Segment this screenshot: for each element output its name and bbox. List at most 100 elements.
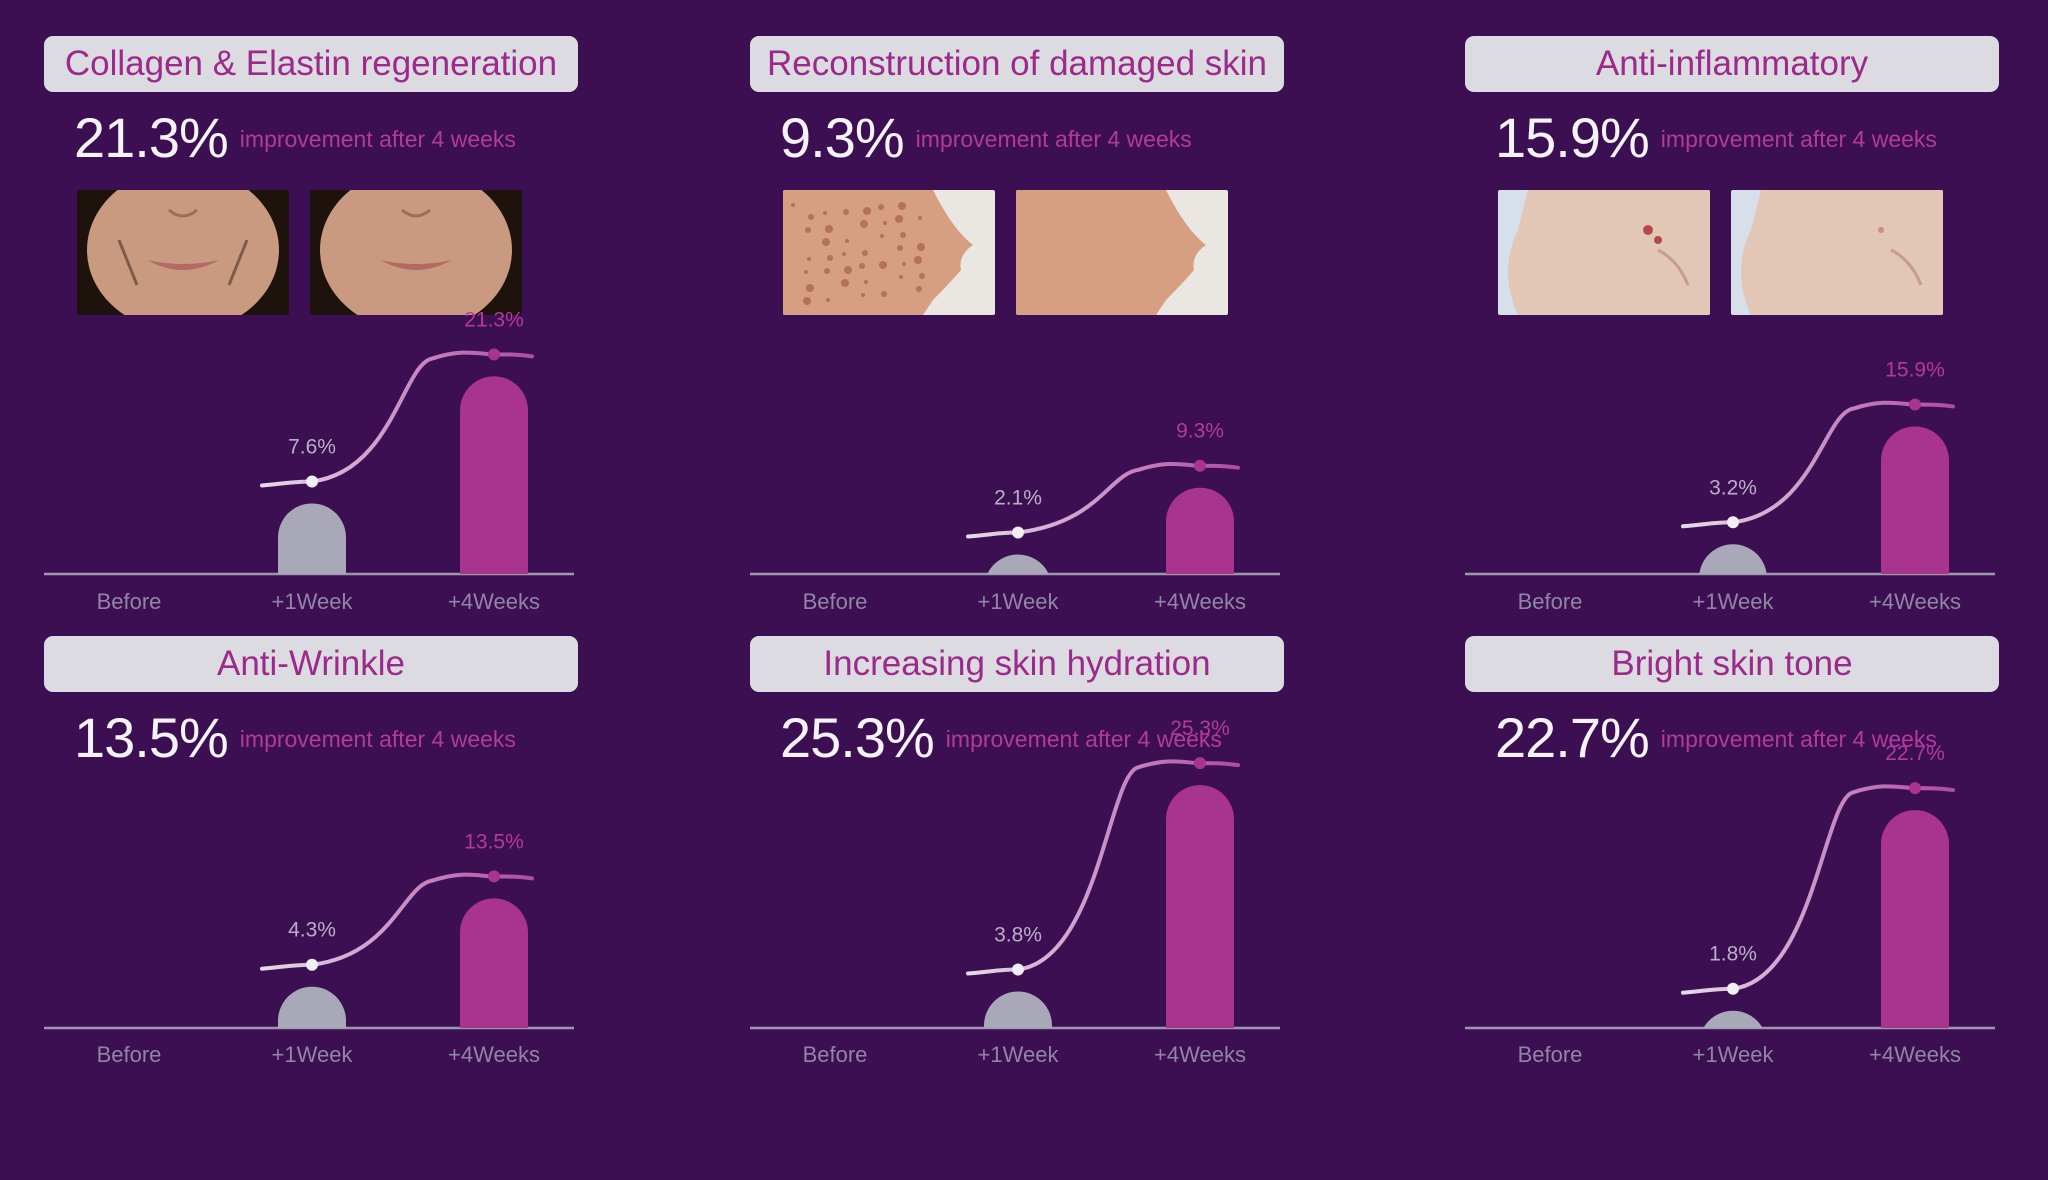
data-label: 25.3%: [1170, 717, 1230, 740]
trend-point: [1012, 963, 1024, 976]
panel-title: Collagen & Elastin regeneration: [44, 36, 578, 92]
trend-curve: [966, 461, 1240, 539]
stat-value: 22.7%: [1495, 706, 1650, 769]
panel-reconstruction: Reconstruction of damaged skin 9.3% impro…: [740, 0, 1360, 614]
bar-4weeks: [1166, 785, 1234, 1028]
trend-curve: [1681, 400, 1955, 529]
photo-pair: [1498, 190, 1968, 315]
before-photo: [77, 190, 289, 315]
bar-chart: Before +1Week +4Weeks 1.8% 22.7%: [1465, 742, 1995, 1067]
panel-collagen: Collagen & Elastin regeneration 21.3% imp…: [34, 0, 654, 614]
x-tick-label: +4Weeks: [1154, 589, 1246, 614]
bar-1week: [1703, 1010, 1763, 1028]
x-tick-label: +4Weeks: [448, 1042, 540, 1067]
panel-anti-inflammatory: Anti-inflammatory 15.9% improvement after…: [1455, 0, 2048, 614]
x-tick-label: +1Week: [272, 1042, 354, 1067]
bar-1week: [1699, 544, 1767, 574]
stat-value: 13.5%: [74, 706, 229, 769]
data-label: 2.1%: [994, 487, 1042, 510]
stat-caption: improvement after 4 weeks: [915, 126, 1192, 152]
stat-caption: improvement after 4 weeks: [945, 726, 1222, 752]
x-tick-label: Before: [803, 1042, 868, 1067]
trend-point: [306, 958, 318, 971]
data-label: 13.5%: [464, 830, 524, 853]
x-tick-label: Before: [1518, 1042, 1583, 1067]
x-tick-label: +4Weeks: [448, 589, 540, 614]
stat-row: 21.3% improvement after 4 weeks: [74, 105, 516, 170]
data-label: 7.6%: [288, 435, 336, 458]
x-tick-label: +4Weeks: [1869, 1042, 1961, 1067]
stat-caption: improvement after 4 weeks: [239, 726, 516, 752]
bar-4weeks: [1881, 810, 1949, 1028]
panel-title: Increasing skin hydration: [750, 636, 1284, 692]
stat-row: 9.3% improvement after 4 weeks: [780, 105, 1192, 170]
bar-chart: Before +1Week +4Weeks 4.3% 13.5%: [44, 830, 574, 1067]
data-label: 21.3%: [464, 308, 524, 331]
bar-4weeks: [460, 898, 528, 1028]
after-photo: [1731, 190, 1943, 315]
x-tick-label: +1Week: [1693, 589, 1775, 614]
stat-caption: improvement after 4 weeks: [1660, 126, 1937, 152]
x-tick-label: Before: [97, 1042, 162, 1067]
trend-point: [488, 348, 500, 361]
stat-value: 15.9%: [1495, 106, 1650, 169]
trend-curve: [260, 872, 534, 971]
trend-point: [1012, 526, 1024, 539]
x-tick-label: Before: [1518, 589, 1583, 614]
photo-pair: [783, 190, 1253, 315]
trend-point: [1194, 757, 1206, 770]
bar-1week: [984, 991, 1052, 1028]
data-label: 4.3%: [288, 919, 336, 942]
trend-point: [1194, 459, 1206, 472]
before-photo: [783, 190, 995, 315]
stat-caption: improvement after 4 weeks: [239, 126, 516, 152]
panel-title: Anti-inflammatory: [1465, 36, 1999, 92]
x-tick-label: +1Week: [1693, 1042, 1775, 1067]
panel-anti-wrinkle: Anti-Wrinkle 13.5% improvement after 4 we…: [34, 600, 654, 1180]
bar-4weeks: [1881, 426, 1949, 574]
stat-caption: improvement after 4 weeks: [1660, 726, 1937, 752]
x-tick-label: Before: [803, 589, 868, 614]
panel-title: Bright skin tone: [1465, 636, 1999, 692]
stat-row: 22.7% improvement after 4 weeks: [1495, 705, 1937, 770]
x-tick-label: Before: [97, 589, 162, 614]
after-photo: [1016, 190, 1228, 315]
trend-point: [1909, 398, 1921, 411]
panel-bright-tone: Bright skin tone 22.7% improvement after …: [1455, 600, 2048, 1180]
x-tick-label: +1Week: [272, 589, 354, 614]
data-label: 1.8%: [1709, 943, 1757, 966]
trend-point: [1909, 782, 1921, 795]
data-label: 3.2%: [1709, 476, 1757, 499]
x-tick-label: +1Week: [978, 589, 1060, 614]
stat-value: 21.3%: [74, 106, 229, 169]
bar-1week: [278, 503, 346, 574]
trend-point: [306, 475, 318, 488]
x-tick-label: +4Weeks: [1154, 1042, 1246, 1067]
photo-pair: [77, 190, 547, 315]
panel-hydration: Increasing skin hydration 25.3% improveme…: [740, 600, 1360, 1180]
panel-title: Anti-Wrinkle: [44, 636, 578, 692]
bar-1week: [987, 554, 1049, 574]
bar-1week: [278, 986, 346, 1028]
bar-chart: Before +1Week +4Weeks 3.2% 15.9%: [1465, 358, 1995, 614]
bar-4weeks: [1166, 487, 1234, 574]
trend-point: [488, 870, 500, 883]
data-label: 15.9%: [1885, 358, 1945, 381]
stat-value: 25.3%: [780, 706, 935, 769]
trend-point: [1727, 516, 1739, 529]
bar-chart: Before +1Week +4Weeks 3.8% 25.3%: [750, 717, 1280, 1067]
bar-4weeks: [460, 376, 528, 574]
bar-chart: Before +1Week +4Weeks 7.6% 21.3%: [44, 308, 574, 614]
stat-row: 15.9% improvement after 4 weeks: [1495, 105, 1937, 170]
stat-row: 25.3% improvement after 4 weeks: [780, 705, 1222, 770]
trend-point: [1727, 982, 1739, 995]
stat-value: 9.3%: [780, 106, 905, 169]
x-tick-label: +1Week: [978, 1042, 1060, 1067]
data-label: 22.7%: [1885, 742, 1945, 765]
stat-row: 13.5% improvement after 4 weeks: [74, 705, 516, 770]
bar-chart: Before +1Week +4Weeks 2.1% 9.3%: [750, 420, 1280, 614]
data-label: 3.8%: [994, 924, 1042, 947]
x-tick-label: +4Weeks: [1869, 589, 1961, 614]
before-photo: [1498, 190, 1710, 315]
panel-title: Reconstruction of damaged skin: [750, 36, 1284, 92]
